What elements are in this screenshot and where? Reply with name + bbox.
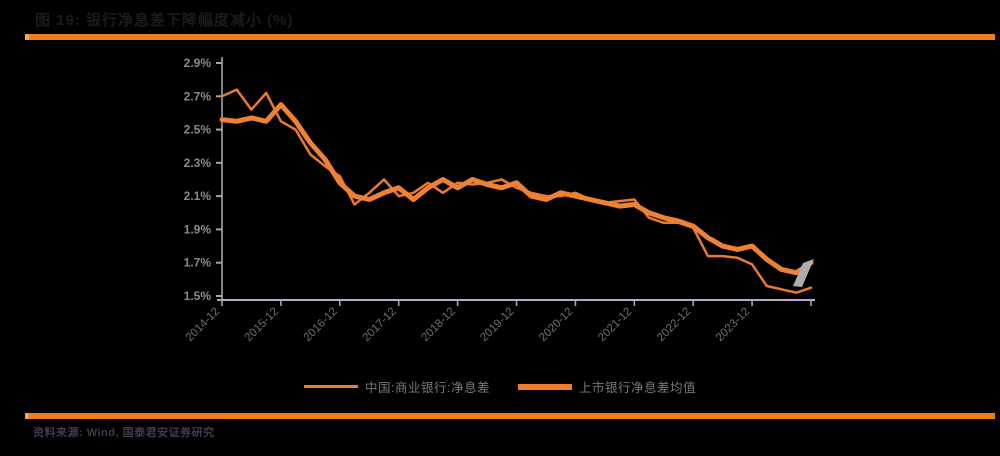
annotation-arrow-icon bbox=[793, 259, 814, 287]
x-axis-label: 2015-12 bbox=[243, 306, 281, 344]
x-axis-label: 2014-12 bbox=[184, 306, 222, 344]
y-axis-label: 1.5% bbox=[184, 289, 212, 303]
chart-legend: 中国:商业银行:净息差 上市银行净息差均值 bbox=[0, 377, 1000, 396]
x-axis-label: 2018-12 bbox=[419, 306, 457, 344]
x-axis-label: 2019-12 bbox=[478, 306, 516, 344]
series-line-listed-banks bbox=[219, 102, 814, 276]
series-line-commercial-banks bbox=[220, 88, 813, 294]
y-axis-label: 1.9% bbox=[184, 222, 212, 236]
chart-title: 图 19: 银行净息差下降幅度减小 (%) bbox=[35, 12, 294, 29]
legend-label-listed-banks: 上市银行净息差均值 bbox=[578, 381, 696, 395]
source-note: 资料来源: Wind, 国泰君安证券研究 bbox=[33, 427, 215, 439]
legend-swatch-thick-line-icon bbox=[517, 383, 572, 390]
legend-swatch-thin-line-icon bbox=[304, 385, 359, 388]
legend-label-commercial-banks: 中国:商业银行:净息差 bbox=[365, 381, 490, 395]
title-rule bbox=[25, 34, 995, 40]
x-axis-label: 2017-12 bbox=[360, 306, 398, 344]
y-axis-label: 1.7% bbox=[184, 256, 212, 270]
footer-rule bbox=[25, 413, 995, 419]
y-axis-label: 2.7% bbox=[184, 89, 212, 103]
y-axis-label: 2.3% bbox=[184, 156, 212, 170]
legend-item-commercial-banks: 中国:商业银行:净息差 bbox=[304, 377, 490, 396]
x-axis-label: 2021-12 bbox=[596, 306, 634, 344]
legend-item-listed-banks: 上市银行净息差均值 bbox=[517, 377, 696, 396]
y-axis-label: 2.5% bbox=[184, 123, 212, 137]
footer-rule-notch bbox=[25, 413, 29, 419]
title-rule-notch bbox=[25, 34, 29, 40]
x-axis-label: 2016-12 bbox=[302, 306, 340, 344]
y-axis-label: 2.1% bbox=[184, 189, 212, 203]
x-axis-label: 2020-12 bbox=[537, 306, 575, 344]
x-axis-label: 2023-12 bbox=[714, 306, 752, 344]
x-axis-label: 2022-12 bbox=[655, 306, 693, 344]
y-axis-label: 2.9% bbox=[184, 56, 212, 70]
